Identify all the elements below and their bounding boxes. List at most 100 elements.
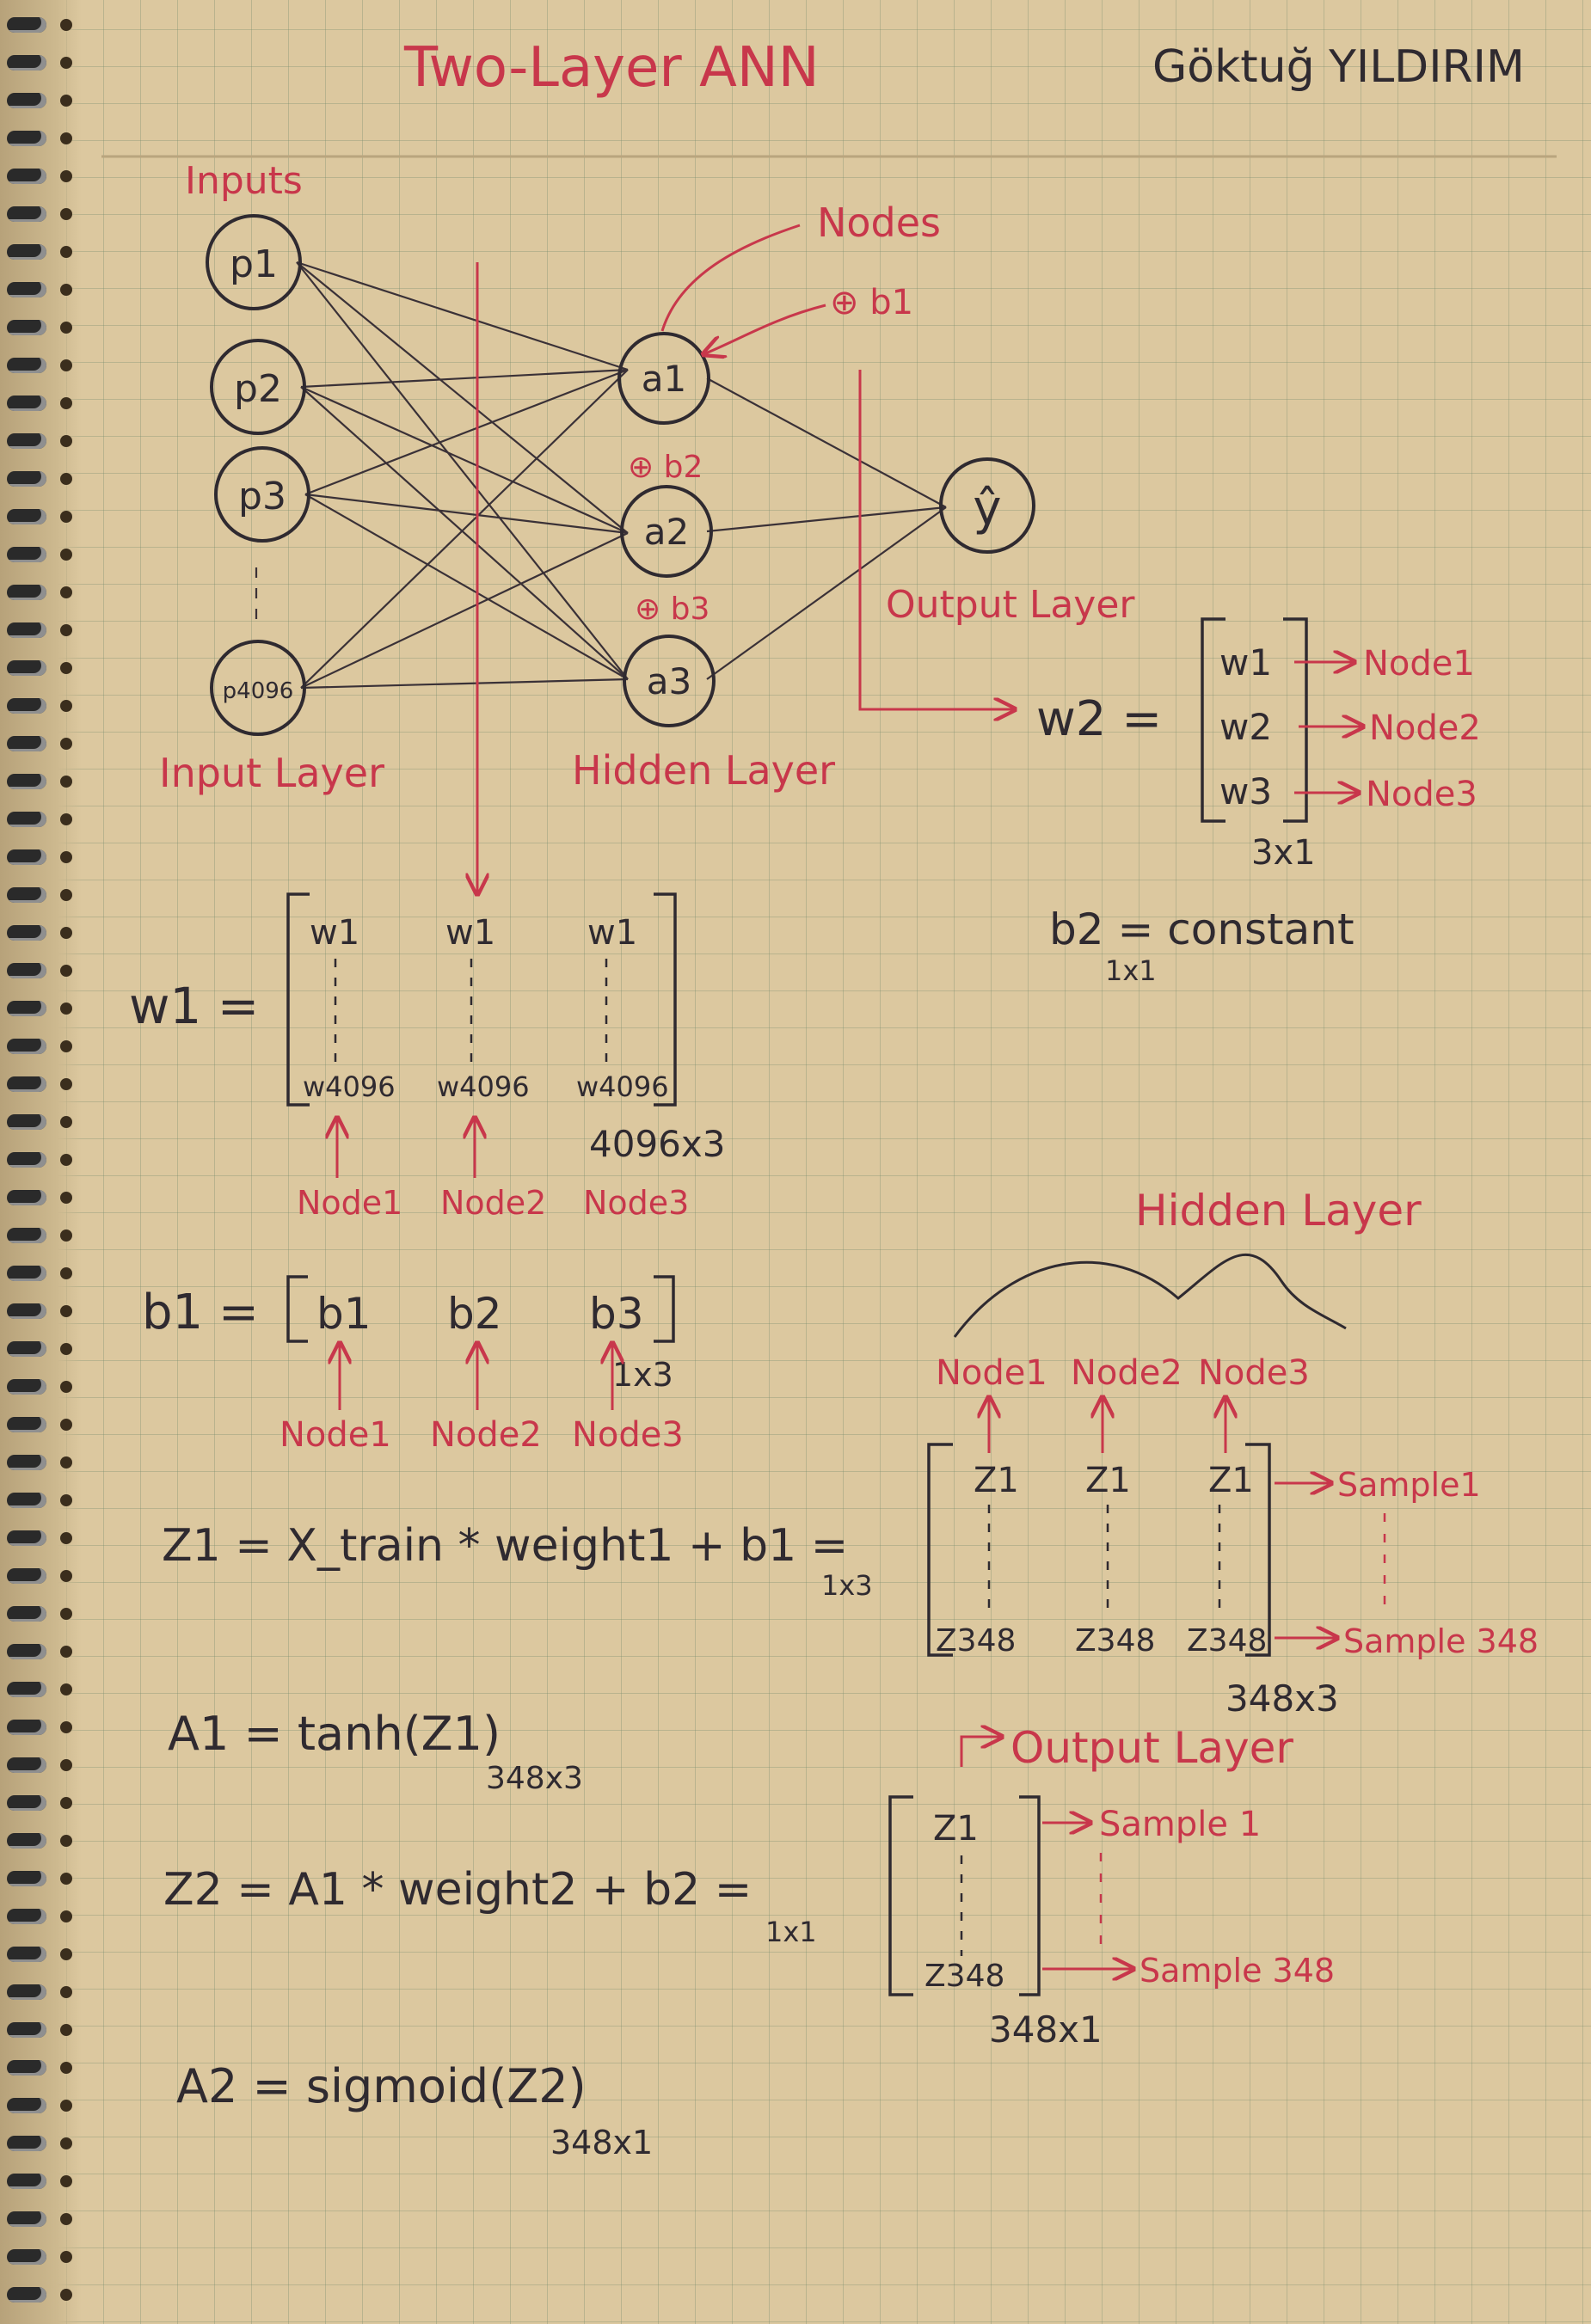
w1-column-dots (334, 959, 608, 1070)
spiral-binding (0, 0, 82, 2324)
z1-col-node3: Node3 (1198, 1353, 1310, 1393)
w1-shape: 4096x3 (589, 1123, 725, 1165)
binding-hole (60, 1192, 72, 1204)
z1-bracket-right (1245, 1443, 1271, 1657)
binding-hole (60, 473, 72, 485)
input-node-p3-label: p3 (238, 475, 286, 518)
w2-bracket-left (1201, 617, 1226, 823)
spiral-ring (7, 774, 46, 789)
spiral-ring (7, 1909, 46, 1924)
b1-bracket-left (286, 1275, 308, 1343)
spiral-ring (7, 1947, 46, 1962)
spiral-ring (7, 2174, 46, 2189)
hidden-node-a1-label: a1 (642, 358, 686, 400)
spiral-ring (7, 1039, 46, 1054)
binding-hole (60, 738, 72, 750)
binding-hole (60, 1040, 72, 1052)
spiral-ring (7, 131, 46, 146)
binding-hole (60, 1759, 72, 1771)
z1-bias-shape: 1x3 (821, 1569, 873, 1602)
spiral-ring (7, 1228, 46, 1243)
bias-b2-label: ⊕ b2 (628, 450, 703, 485)
spiral-ring (7, 1076, 46, 1092)
spiral-ring (7, 1984, 46, 2000)
binding-hole (60, 435, 72, 447)
inputs-label: Inputs (185, 159, 303, 203)
binding-hole (60, 246, 72, 258)
binding-hole (60, 1608, 72, 1620)
binding-hole (60, 1910, 72, 1922)
w1-node3-label: Node3 (583, 1184, 689, 1222)
binding-hole (60, 1229, 72, 1242)
spiral-ring (7, 509, 46, 524)
spiral-ring (7, 2022, 46, 2038)
spiral-ring (7, 471, 46, 487)
spiral-ring (7, 1530, 46, 1546)
binding-hole (60, 170, 72, 182)
binding-hole (60, 1456, 72, 1469)
binding-hole (60, 1381, 72, 1393)
z1-top-1: Z1 (974, 1461, 1019, 1500)
z2-output-arrow (960, 1737, 1002, 1767)
spiral-ring (7, 2060, 46, 2076)
binding-hole (60, 2062, 72, 2074)
w2-bracket-right (1283, 617, 1308, 823)
binding-hole (60, 624, 72, 636)
input-node-p2-label: p2 (234, 367, 282, 411)
z1-equation: Z1 = X_train * weight1 + b1 = (162, 1520, 848, 1572)
binding-hole (60, 132, 72, 144)
w2-pointer-arrow (858, 370, 1015, 709)
binding-hole (60, 1948, 72, 1960)
binding-hole (60, 2213, 72, 2225)
w1-bracket-right (654, 892, 677, 1107)
z1-row-sample1: Sample1 (1337, 1466, 1481, 1504)
spiral-ring (7, 887, 46, 903)
binding-hole (60, 1154, 72, 1166)
spiral-ring (7, 1757, 46, 1773)
binding-hole (60, 2289, 72, 2301)
binding-hole (60, 549, 72, 561)
z1-top-2: Z1 (1085, 1461, 1131, 1500)
binding-hole (60, 851, 72, 863)
z1-top-3: Z1 (1208, 1461, 1254, 1500)
hidden-layer-heading: Hidden Layer (1135, 1186, 1422, 1236)
z2-top: Z1 (933, 1809, 979, 1849)
spiral-ring (7, 1682, 46, 1697)
w1-bottom-1: w4096 (303, 1070, 396, 1103)
b1-node2-label: Node2 (430, 1415, 542, 1455)
a2-shape: 348x1 (550, 2124, 653, 2162)
spiral-ring (7, 1001, 46, 1016)
input-node-p1: p1 (206, 214, 302, 310)
binding-hole (60, 359, 72, 371)
binding-hole (60, 662, 72, 674)
output-layer-label: Output Layer (886, 583, 1135, 627)
spiral-ring (7, 244, 46, 260)
spiral-ring (7, 1833, 46, 1849)
hidden-node-a3: a3 (623, 635, 716, 727)
binding-hole (60, 2024, 72, 2036)
b1-shape: 1x3 (612, 1356, 673, 1394)
spiral-ring (7, 1114, 46, 1130)
spiral-ring (7, 660, 46, 676)
w2-entry-3: w3 (1219, 770, 1272, 812)
z2-bottom: Z348 (924, 1959, 1004, 1994)
spiral-ring (7, 812, 46, 827)
spiral-ring (7, 2098, 46, 2113)
page-title: Two-Layer ANN (403, 36, 820, 100)
spiral-ring (7, 2249, 46, 2265)
w2-entry-2: w2 (1219, 706, 1272, 748)
binding-hole (60, 511, 72, 523)
spiral-ring (7, 1341, 46, 1357)
binding-hole (60, 965, 72, 977)
binding-hole (60, 2100, 72, 2112)
a1-shape: 348x3 (486, 1761, 583, 1796)
a1-equation: A1 = tanh(Z1) (168, 1707, 501, 1761)
z1-bottom-1: Z348 (936, 1623, 1016, 1659)
binding-hole (60, 2175, 72, 2187)
b1-entry-3: b3 (589, 1289, 644, 1339)
b1-lhs: b1 = (142, 1285, 259, 1340)
z2-bracket-left (888, 1795, 913, 1996)
w1-top-2: w1 (445, 913, 495, 953)
binding-hole (60, 776, 72, 788)
